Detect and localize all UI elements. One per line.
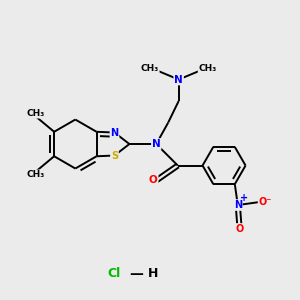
Text: —: — — [130, 267, 143, 281]
Text: O: O — [235, 224, 243, 234]
Text: Cl: Cl — [107, 267, 121, 280]
Text: CH₃: CH₃ — [141, 64, 159, 73]
Text: +: + — [240, 194, 248, 203]
Text: CH₃: CH₃ — [26, 109, 45, 118]
Text: CH₃: CH₃ — [199, 64, 217, 73]
Text: S: S — [111, 151, 118, 160]
Text: O⁻: O⁻ — [259, 197, 272, 207]
Text: N: N — [152, 139, 161, 149]
Text: N: N — [110, 128, 118, 137]
Text: N: N — [174, 74, 183, 85]
Text: CH₃: CH₃ — [26, 170, 45, 179]
Text: H: H — [148, 267, 158, 280]
Text: O: O — [149, 176, 158, 185]
Text: N: N — [234, 200, 242, 210]
